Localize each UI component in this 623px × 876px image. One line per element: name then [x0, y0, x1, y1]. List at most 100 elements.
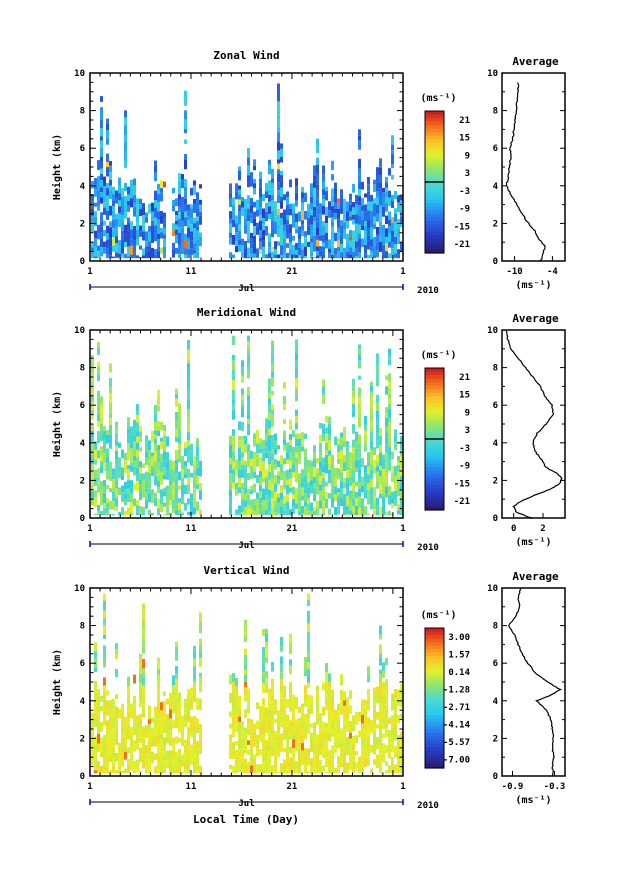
axis-ticks: [89, 587, 404, 777]
heatmap-cell: [268, 450, 271, 457]
heatmap-cell: [163, 514, 166, 516]
heatmap-cell: [355, 431, 358, 437]
heatmap-cell: [319, 220, 322, 226]
heatmap-cell: [115, 252, 118, 258]
heatmap-cell: [283, 238, 286, 244]
colorbar-segment: [425, 150, 444, 155]
heatmap-cell: [139, 436, 142, 443]
heatmap-cell: [340, 728, 343, 736]
heatmap-cell: [388, 461, 391, 471]
heatmap-cell: [283, 253, 286, 259]
heatmap-cell: [376, 461, 379, 467]
heatmap-cell: [352, 724, 355, 732]
heatmap-cell: [370, 449, 373, 459]
colorbar-unit: (ms⁻¹): [420, 610, 456, 621]
heatmap-cell: [325, 772, 328, 774]
heatmap-cell: [376, 364, 379, 373]
heatmap-cell: [346, 746, 349, 756]
heatmap-cell: [256, 199, 259, 210]
heatmap-cell: [280, 455, 283, 465]
heatmap-cell: [376, 481, 379, 489]
heatmap-cell: [94, 770, 97, 774]
heatmap-cell: [277, 119, 280, 128]
heatmap-cell: [364, 441, 367, 447]
heatmap-cell: [358, 168, 361, 176]
heatmap-cell: [196, 230, 199, 240]
heatmap-cell: [301, 743, 304, 751]
heatmap-cell: [385, 236, 388, 244]
heatmap-cell: [295, 192, 298, 201]
heatmap-cell: [238, 695, 241, 701]
heatmap-cell: [166, 452, 169, 462]
heatmap-cell: [124, 464, 127, 474]
heatmap-cell: [277, 749, 280, 758]
heatmap-cell: [97, 397, 100, 405]
heatmap-cell: [247, 769, 250, 774]
heatmap-cell: [280, 212, 283, 218]
heatmap-cell: [157, 457, 160, 463]
heatmap-cell: [328, 508, 331, 514]
heatmap-cell: [229, 198, 232, 208]
profile-x-tick-label: -0.3: [544, 782, 566, 792]
heatmap-cell: [121, 244, 124, 254]
heatmap-cell: [94, 469, 97, 478]
heatmap-cell: [115, 715, 118, 721]
heatmap-cell: [304, 761, 307, 768]
heatmap-cell: [109, 363, 112, 373]
heatmap-cell: [301, 722, 304, 729]
heatmap-cell: [193, 760, 196, 768]
x-tick-label: 21: [287, 524, 298, 534]
x-tick-label: 1: [87, 267, 92, 277]
heatmap-cell: [376, 191, 379, 198]
heatmap-cell: [367, 732, 370, 741]
heatmap-cell: [121, 750, 124, 760]
heatmap-cell: [118, 218, 121, 228]
colorbar-segment: [425, 495, 444, 500]
heatmap-cell: [184, 139, 187, 144]
heatmap-cell: [268, 694, 271, 703]
heatmap-cell: [139, 728, 142, 738]
heatmap-cell: [325, 688, 328, 694]
heatmap-cell: [175, 510, 178, 516]
heatmap-cell: [232, 205, 235, 213]
heatmap-cell: [187, 689, 190, 695]
heatmap-cell: [325, 683, 328, 689]
heatmap-cell: [106, 736, 109, 743]
heatmap-cell: [289, 242, 292, 250]
heatmap-cell: [382, 743, 385, 750]
heatmap-cell: [271, 344, 274, 355]
heatmap-cell: [250, 466, 253, 475]
heatmap-cell: [118, 185, 121, 194]
heatmap-cell: [358, 205, 361, 216]
heatmap-cell: [355, 241, 358, 249]
colorbar-segment: [425, 485, 444, 490]
heatmap-cell: [187, 358, 190, 364]
heatmap-cell: [103, 662, 106, 668]
heatmap-cell: [181, 484, 184, 493]
heatmap-cell: [130, 747, 133, 755]
heatmap-cell: [274, 474, 277, 484]
profile-y-tick-label: 8: [493, 107, 498, 117]
heatmap-cell: [382, 488, 385, 497]
heatmap-cell: [340, 690, 343, 695]
heatmap-cell: [169, 692, 172, 701]
colorbar-segment: [425, 196, 444, 201]
heatmap-cell: [319, 452, 322, 462]
heatmap-cell: [169, 709, 172, 719]
heatmap-cell: [232, 254, 235, 259]
heatmap-cell: [271, 246, 274, 253]
heatmap-cell: [178, 692, 181, 702]
heatmap-cell: [247, 444, 250, 453]
heatmap-cell: [199, 236, 202, 247]
heatmap-cell: [199, 215, 202, 225]
heatmap-cell: [250, 254, 253, 259]
heatmap-cell: [199, 702, 202, 710]
heatmap-cell: [295, 473, 298, 483]
colorbar-segment: [425, 221, 444, 226]
heatmap-cell: [232, 404, 235, 411]
heatmap-cell: [268, 164, 271, 175]
heatmap-cell: [184, 98, 187, 106]
heatmap-cell: [301, 243, 304, 250]
heatmap-cell: [307, 699, 310, 709]
heatmap-cell: [157, 713, 160, 718]
